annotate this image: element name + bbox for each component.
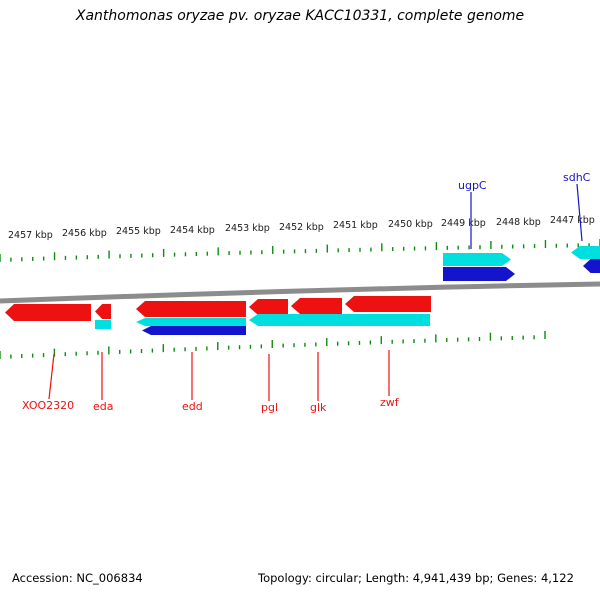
ruler-label: 2451 kbp [333,220,378,231]
gene-label-eda: eda [93,400,114,413]
gene-label-ugpC: ugpC [458,179,487,192]
ruler-label: 2456 kbp [62,228,107,239]
gene-glk[interactable] [291,298,342,314]
gene-pgl[interactable] [249,299,288,315]
gene-label-glk: glk [310,401,327,414]
leader-line-sdhC [576,183,583,242]
gene-ugpC[interactable] [443,267,515,281]
ruler-label: 2450 kbp [388,219,433,230]
gene-label-XOO2320: XOO2320 [22,399,74,412]
ruler-label: 2452 kbp [279,222,324,233]
ruler-label: 2457 kbp [8,230,53,241]
ruler-label: 2449 kbp [441,218,486,229]
gene-edd-blue[interactable] [142,326,246,335]
ruler-label: 2454 kbp [170,225,215,236]
gene-label-zwf: zwf [380,396,400,409]
gene-edd-cyan[interactable] [136,318,246,326]
page-title: Xanthomonas oryzae pv. oryzae KACC10331,… [75,8,525,24]
genome-stats-text: Topology: circular; Length: 4,941,439 bp… [258,571,574,585]
ruler-label: 2447 kbp [550,215,595,226]
ruler-label: 2448 kbp [496,217,541,228]
gene-label-edd: edd [182,400,203,413]
gene-sdhC[interactable] [583,259,600,273]
gene-label-sdhC: sdhC [563,171,591,184]
gene-eda-inner[interactable] [95,320,111,329]
gene-eda[interactable] [95,304,111,319]
gene-XOO2320[interactable] [5,304,91,321]
gene-zwf[interactable] [345,296,431,312]
gene-pgl-zwf-cyan[interactable] [249,314,430,326]
gene-edd[interactable] [136,301,246,317]
accession-text: Accession: NC_006834 [12,571,143,585]
gene-ugpC-upstream[interactable] [443,253,511,266]
gene-label-pgl: pgl [261,401,278,414]
genome-backbone [0,281,600,304]
ruler-label: 2453 kbp [225,223,270,234]
gene-sdhC-upstream[interactable] [571,246,600,259]
ruler-label: 2455 kbp [116,226,161,237]
leader-line-XOO2320 [48,353,55,400]
